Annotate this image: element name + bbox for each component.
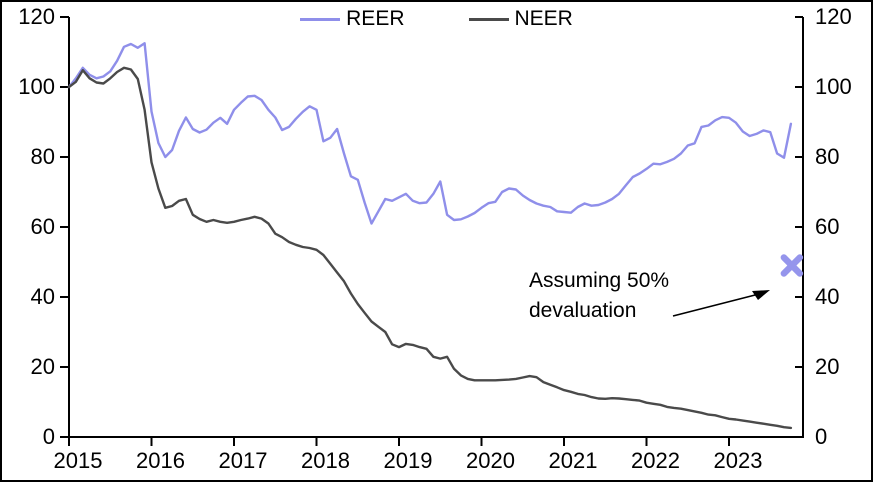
y-tick-label-left: 40 — [31, 284, 55, 309]
x-tick-label: 2022 — [631, 448, 680, 473]
y-tick-label-right: 100 — [815, 74, 852, 99]
y-tick-label-left: 0 — [43, 424, 55, 449]
x-tick-label: 2018 — [301, 448, 350, 473]
reer-line — [67, 42, 793, 225]
y-tick-label-left: 120 — [18, 4, 55, 29]
legend-label-reer: REER — [346, 7, 405, 30]
chart-legend: REER NEER — [2, 7, 871, 31]
annotation-line-2: devaluation — [529, 298, 637, 322]
y-tick-label-right: 40 — [815, 284, 839, 309]
y-tick-label-left: 60 — [31, 214, 55, 239]
x-tick-label: 2019 — [384, 448, 433, 473]
neer-line-swatch-icon — [468, 17, 509, 21]
y-tick-label-right: 0 — [815, 424, 827, 449]
legend-item-neer[interactable]: NEER — [468, 7, 573, 31]
y-tick-label-left: 20 — [31, 354, 55, 379]
y-tick-label-right: 20 — [815, 354, 839, 379]
x-tick-label: 2015 — [54, 448, 103, 473]
y-tick-label-left: 100 — [18, 74, 55, 99]
reer-line-swatch-icon — [300, 17, 341, 21]
annotation-arrow-head-icon — [752, 290, 770, 300]
devaluation-annotation: Assuming 50% devaluation — [529, 266, 669, 326]
x-tick-label: 2016 — [136, 448, 185, 473]
neer-line — [67, 66, 793, 430]
y-tick-label-right: 120 — [815, 4, 852, 29]
scenario-x-marker-icon[interactable] — [780, 254, 804, 277]
x-tick-label: 2017 — [219, 448, 268, 473]
y-tick-label-right: 80 — [815, 144, 839, 169]
annotation-arrow-line — [672, 293, 760, 317]
x-tick-label: 2023 — [714, 448, 763, 473]
x-tick-label: 2021 — [549, 448, 598, 473]
y-tick-label-right: 60 — [815, 214, 839, 239]
legend-item-reer[interactable]: REER — [300, 7, 405, 31]
x-tick-label: 2020 — [466, 448, 515, 473]
y-tick-label-left: 80 — [31, 144, 55, 169]
legend-label-neer: NEER — [514, 7, 573, 30]
annotation-line-1: Assuming 50% — [529, 269, 670, 292]
